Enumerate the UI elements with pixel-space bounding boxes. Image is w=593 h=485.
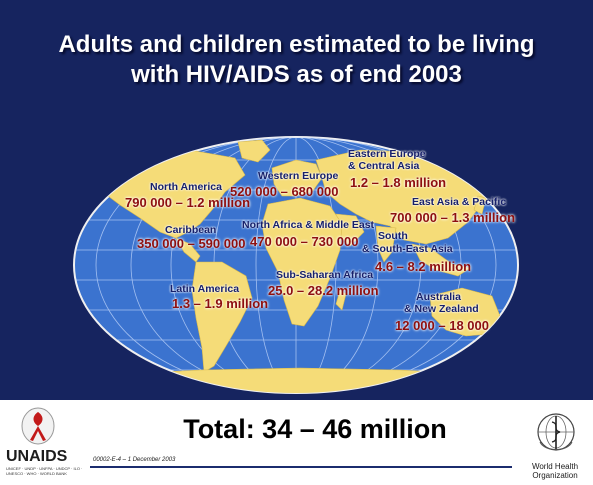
total-estimate: Total: 34 – 46 million [183, 414, 447, 444]
land-central-america [175, 237, 201, 263]
land-europe [271, 159, 323, 197]
region-value-eastern-europe: 1.2 – 1.8 million [350, 175, 447, 190]
land-africa [261, 197, 343, 327]
region-name-eastern-europe-2: & Central Asia [348, 160, 420, 172]
region-name-north-africa: North Africa & Middle East [242, 219, 375, 231]
region-name-east-asia: East Asia & Pacific [412, 196, 507, 208]
land-madagascar [335, 289, 347, 311]
region-name-eastern-europe-1: Eastern Europe [348, 148, 426, 160]
region-name-australia-1: Australia [416, 291, 461, 303]
region-value-australia: 12 000 – 18 000 [395, 318, 489, 333]
slide-title: Adults and children estimated to be livi… [0, 30, 593, 90]
region-name-western-europe: Western Europe [258, 170, 339, 182]
region-name-sub-saharan: Sub-Saharan Africa [276, 269, 374, 281]
region-value-south-asia: 4.6 – 8.2 million [375, 259, 472, 274]
footer-divider [90, 466, 512, 468]
region-name-australia-2: & New Zealand [404, 303, 479, 315]
unaids-subtext: UNICEF · UNDP · UNFPA · UNDCP · ILO · UN… [6, 466, 83, 476]
footer: UNAIDS UNICEF · UNDP · UNFPA · UNDCP · I… [0, 400, 593, 485]
region-value-north-africa: 470 000 – 730 000 [250, 234, 359, 249]
region-name-south-asia-1: South [378, 230, 408, 242]
land-greenland [237, 139, 271, 163]
region-name-caribbean: Caribbean [165, 224, 217, 236]
land-south-america [191, 261, 253, 373]
region-value-east-asia: 700 000 – 1.3 million [390, 210, 516, 225]
land-southeast-asia [411, 243, 471, 277]
land-japan [473, 195, 487, 215]
region-value-caribbean: 350 000 – 590 000 [137, 236, 246, 251]
unaids-ribbon-icon [21, 407, 55, 445]
who-logo-line1: World Health [531, 462, 579, 471]
region-name-latin-america: Latin America [170, 283, 240, 295]
region-value-sub-saharan: 25.0 – 28.2 million [268, 283, 379, 298]
region-name-north-america: North America [150, 181, 222, 193]
unaids-logo-text: UNAIDS [6, 448, 68, 465]
region-value-north-america: 790 000 – 1.2 million [125, 195, 251, 210]
land-new-zealand [507, 335, 518, 357]
land-antarctica [89, 367, 511, 393]
who-logo-text: World Health Organization [520, 462, 590, 480]
world-map-graphic [73, 136, 519, 394]
region-value-western-europe: 520 000 – 680 000 [230, 184, 339, 199]
land-india [375, 225, 397, 263]
world-map: North America 790 000 – 1.2 million Cari… [73, 136, 519, 394]
slide-title-line1: Adults and children estimated to be livi… [58, 31, 535, 58]
slide-code: 00002-E-4 – 1 December 2003 [93, 457, 176, 463]
who-logo-line2: Organization [532, 471, 578, 480]
slide-title-line2: with HIV/AIDS as of end 2003 [131, 61, 462, 88]
who-emblem-icon [537, 413, 575, 451]
region-value-latin-america: 1.3 – 1.9 million [172, 296, 269, 311]
region-name-south-asia-2: & South-East Asia [362, 243, 453, 255]
